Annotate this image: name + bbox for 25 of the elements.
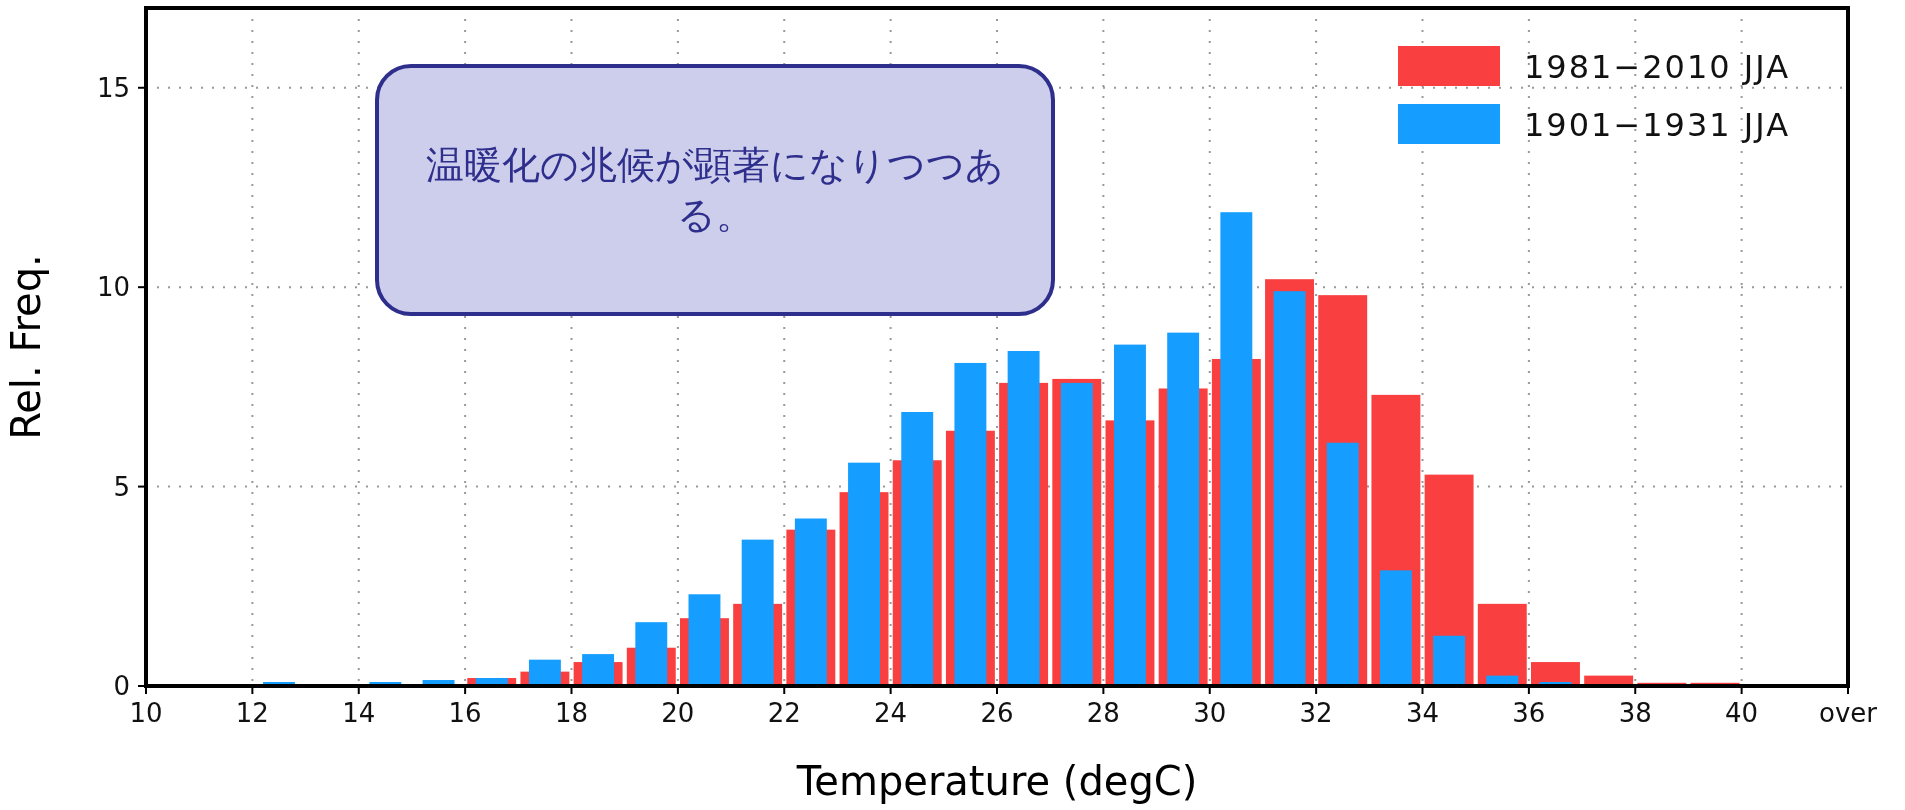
y-axis-title: Rel. Freq. (3, 254, 49, 440)
x-tick-label: 14 (342, 698, 376, 728)
x-tick-label: 32 (1299, 698, 1333, 728)
y-tick-label: 10 (96, 272, 130, 303)
x-tick-label: 36 (1512, 698, 1546, 728)
x-tick-label: 24 (874, 698, 908, 728)
legend-label: 1901−1931 JJA (1524, 106, 1791, 144)
x-tick-label: 12 (235, 698, 269, 728)
x-tick-label: 18 (554, 698, 589, 728)
x-tick-label: 22 (767, 698, 801, 728)
y-tick-label: 15 (96, 72, 130, 103)
x-axis-title: Temperature (degC) (795, 758, 1198, 804)
x-tick-label: 16 (448, 698, 482, 728)
x-tick-label: 40 (1725, 698, 1759, 728)
legend-label: 1981−2010 JJA (1524, 48, 1791, 86)
x-tick-label: 30 (1193, 698, 1227, 728)
y-tick-label: 0 (113, 671, 130, 701)
annotation: 温暖化の兆候が顕著になりつつある。 (375, 64, 1055, 316)
x-tick-label: 28 (1086, 698, 1120, 728)
x-tick-label: 38 (1618, 698, 1652, 728)
y-tick-label: 5 (113, 471, 130, 502)
x-tick-label: over (1819, 698, 1878, 728)
x-tick-label: 20 (661, 698, 695, 728)
x-tick-label: 34 (1405, 698, 1440, 728)
x-tick-label: 26 (980, 698, 1014, 728)
